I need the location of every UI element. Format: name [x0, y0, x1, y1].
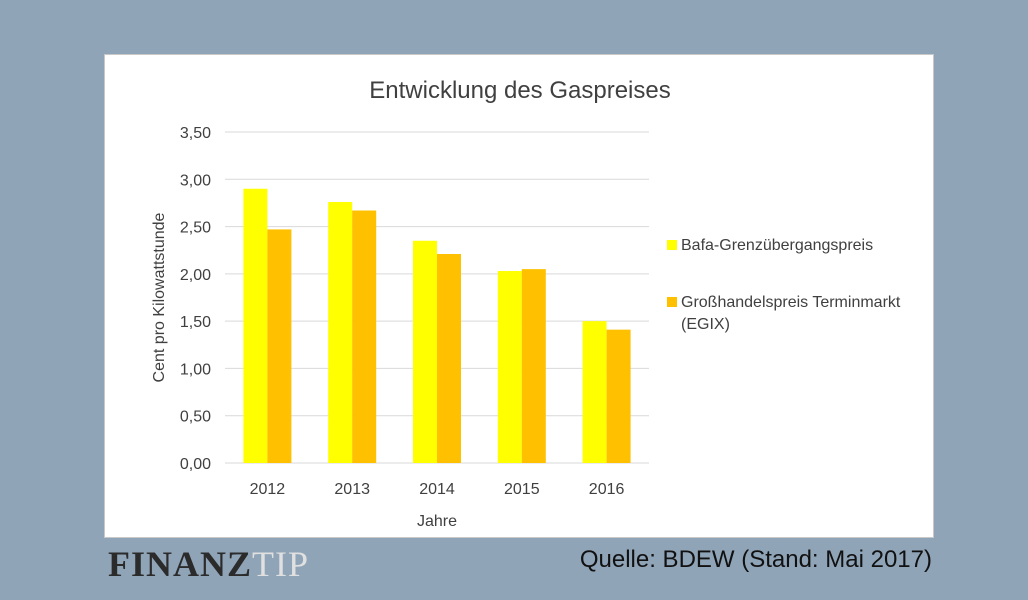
x-tick-label: 2015: [504, 481, 540, 498]
chart-title: Entwicklung des Gaspreises: [369, 77, 670, 104]
bar-bafa-2013: [328, 201, 353, 464]
legend-swatch-bafa: [667, 240, 677, 250]
legend-label-bafa: Bafa-Grenzübergangspreis: [681, 237, 873, 254]
x-axis-label: Jahre: [417, 513, 457, 530]
bar-egix-2014: [437, 253, 461, 463]
chart-panel: Entwicklung des Gaspreises 0,00 0,50 1,00 1,…: [104, 54, 934, 538]
bar-egix-2015: [521, 269, 546, 463]
y-tick-label: 3,00: [180, 172, 211, 189]
y-tick-label: 1,50: [180, 314, 211, 331]
y-tick-label: 2,00: [180, 267, 211, 284]
x-tick-label: 2014: [419, 481, 455, 498]
x-tick-label: 2012: [250, 481, 286, 498]
legend-label-egix: Großhandelspreis Terminmarkt: [681, 294, 901, 311]
y-tick-label: 2,50: [180, 220, 211, 237]
bar-egix-2013: [352, 210, 377, 463]
bar-chart: Entwicklung des Gaspreises 0,00 0,50 1,00 1,…: [151, 77, 901, 530]
bar-bafa-2016: [582, 321, 607, 463]
logo-text-finanz: FINANZ: [108, 544, 253, 584]
legend-swatch-egix: [667, 297, 677, 307]
y-tick-label: 0,50: [180, 409, 211, 426]
x-tick-label: 2013: [334, 481, 370, 498]
bar-egix-2012: [267, 229, 292, 463]
logo-text-tip: TIP: [252, 544, 310, 584]
y-tick-label: 0,00: [180, 456, 211, 473]
y-tick-label: 3,50: [180, 125, 211, 142]
bar-bafa-2015: [497, 271, 522, 463]
source-note: Quelle: BDEW (Stand: Mai 2017): [579, 546, 932, 573]
y-tick-label: 1,00: [180, 361, 211, 378]
bar-bafa-2014: [413, 240, 437, 463]
bar-bafa-2012: [243, 188, 268, 463]
y-axis-label: Cent pro Kilowattstunde: [151, 212, 168, 382]
x-tick-label: 2016: [589, 481, 625, 498]
bar-egix-2016: [606, 329, 631, 463]
finanztip-logo: FINANZTIP: [108, 540, 309, 588]
legend-label-egix: (EGIX): [681, 316, 730, 333]
